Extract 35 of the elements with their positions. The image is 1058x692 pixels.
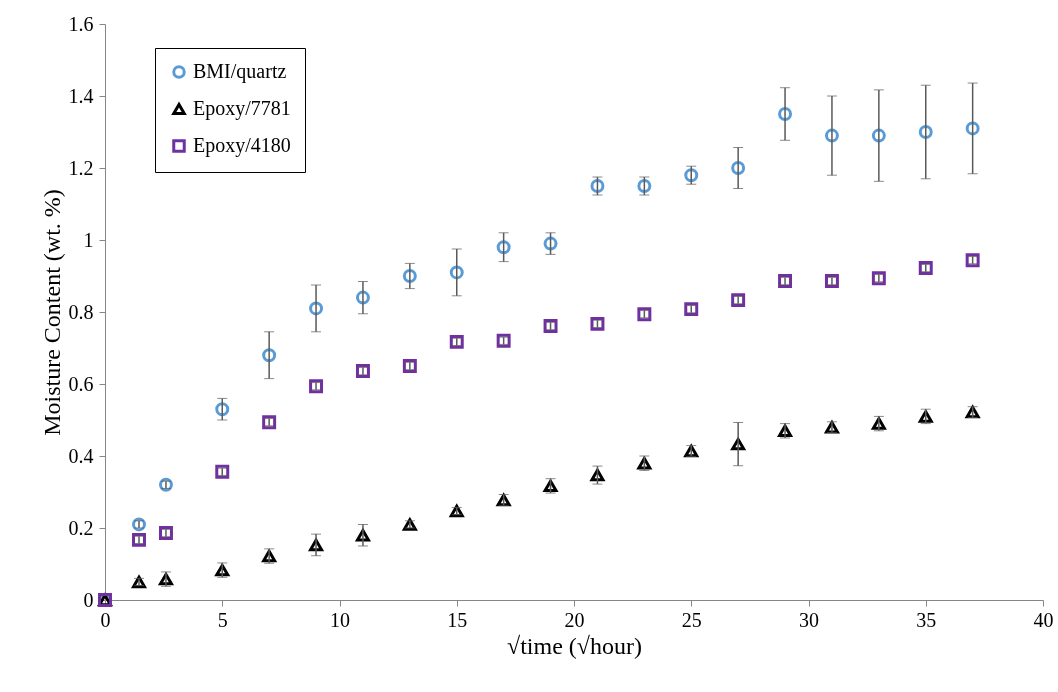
point bbox=[355, 290, 370, 305]
point bbox=[824, 128, 839, 143]
x-tick-label: 0 bbox=[100, 608, 111, 631]
y-tick-label: 1.6 bbox=[68, 12, 94, 35]
y-tick-label: 0.6 bbox=[68, 372, 94, 395]
x-axis-title: √time (√hour) bbox=[507, 632, 642, 659]
x-tick-label: 35 bbox=[916, 608, 937, 631]
legend-label: Epoxy/7781 bbox=[193, 97, 291, 120]
y-tick-label: 1 bbox=[83, 228, 94, 251]
point bbox=[543, 236, 558, 251]
y-axis-title: Moisture Content (wt. %) bbox=[38, 189, 65, 436]
point bbox=[965, 121, 980, 136]
point bbox=[731, 161, 746, 175]
point bbox=[215, 402, 230, 417]
x-tick-label: 25 bbox=[681, 608, 702, 631]
point bbox=[778, 107, 793, 121]
y-tick-label: 0 bbox=[83, 588, 94, 611]
y-tick-label: 0.4 bbox=[68, 444, 94, 467]
x-tick-label: 5 bbox=[217, 608, 228, 631]
x-tick-label: 20 bbox=[564, 608, 585, 631]
point bbox=[309, 301, 324, 316]
y-tick-label: 0.2 bbox=[68, 516, 94, 539]
y-tick-label: 0.8 bbox=[68, 300, 94, 323]
legend-label: BMI/quartz bbox=[193, 60, 287, 83]
x-tick-label: 40 bbox=[1033, 608, 1054, 631]
point bbox=[871, 128, 886, 143]
y-tick-label: 1.4 bbox=[68, 84, 94, 107]
x-tick-label: 10 bbox=[330, 608, 350, 631]
y-tick-label: 1.2 bbox=[68, 156, 94, 179]
x-tick-label: 30 bbox=[799, 608, 819, 631]
x-tick-label: 15 bbox=[447, 608, 468, 631]
point bbox=[496, 240, 511, 255]
point bbox=[918, 125, 933, 139]
legend-label: Epoxy/4180 bbox=[193, 134, 291, 157]
point bbox=[262, 348, 277, 363]
